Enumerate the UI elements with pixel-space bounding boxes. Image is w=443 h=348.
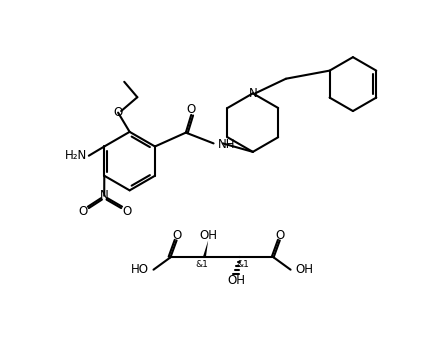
Text: O: O [79,205,88,218]
Text: O: O [187,103,196,116]
Text: O: O [122,205,131,218]
Text: N: N [100,189,109,202]
Text: NH: NH [218,138,235,151]
Text: N: N [249,87,257,100]
Polygon shape [203,240,208,258]
Text: O: O [113,106,123,119]
Text: HO: HO [131,263,149,276]
Text: H₂N: H₂N [65,149,87,162]
Text: OH: OH [227,274,245,287]
Text: &1: &1 [237,260,249,269]
Text: O: O [275,229,284,242]
Text: OH: OH [295,263,313,276]
Text: &1: &1 [195,260,209,269]
Text: OH: OH [199,229,217,242]
Text: O: O [172,229,181,242]
